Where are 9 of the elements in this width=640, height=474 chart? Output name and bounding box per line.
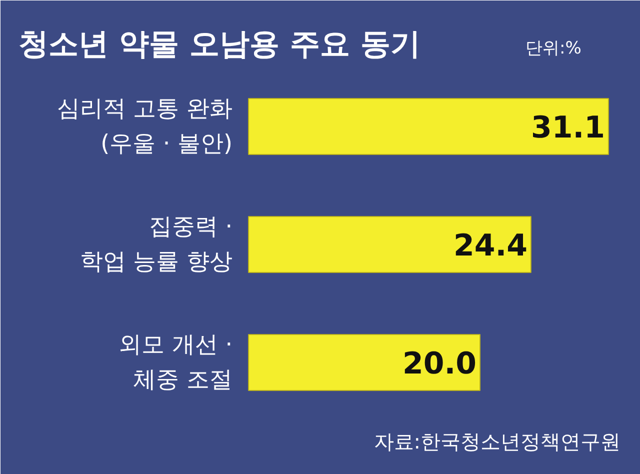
y-tick-label: 심리적 고통 완화 (우울 · 불안) <box>56 96 233 158</box>
text: 자료:한국청소년정책연구원 <box>374 430 621 454</box>
chart-title: 청소년 약물 오남용 주요 동기 <box>18 27 420 62</box>
chart-subtitle: 단위:% <box>526 38 582 58</box>
y-tick-label: 외모 개선 · 체중 조절 <box>118 332 233 394</box>
data-label: 31.1 <box>531 110 606 146</box>
data-label: 24.4 <box>453 228 528 264</box>
y-tick-label: 집중력 · 학업 능률 향상 <box>80 214 233 276</box>
data-label: 20.0 <box>402 346 477 382</box>
